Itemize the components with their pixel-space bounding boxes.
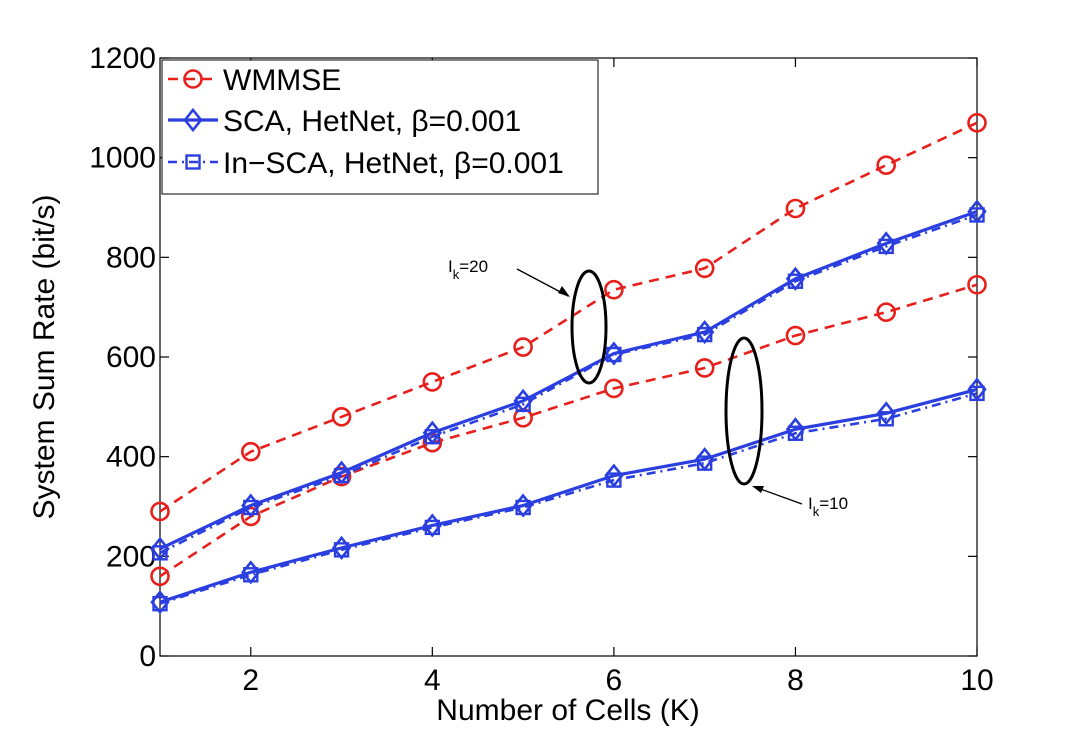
marker-circle (240, 441, 261, 462)
series-line (159, 283, 978, 578)
annotation-arrow-ik10 (754, 486, 803, 505)
marker-diamond (967, 199, 987, 224)
legend-label-in-sca: In−SCA, HetNet, β=0.001 (223, 147, 564, 180)
marker-circle (785, 198, 806, 219)
marker-diamond (183, 107, 203, 133)
marker-circle (876, 302, 897, 322)
series-wmmse-0 (150, 112, 987, 522)
marker-circle (967, 274, 987, 295)
marker-circle (331, 406, 352, 427)
marker-diamond (241, 560, 261, 585)
legend-label-wmmse: WMMSE (223, 64, 341, 97)
y-tick-label: 0 (139, 640, 156, 673)
marker-diamond (422, 513, 442, 538)
series-line (159, 392, 978, 605)
series-sca-4 (150, 377, 987, 615)
annotation-label-ik10: Ik=10 (808, 494, 848, 519)
marker-circle (967, 112, 987, 133)
y-tick-label: 1200 (89, 42, 156, 75)
legend-label-sca: SCA, HetNet, β=0.001 (223, 105, 521, 138)
marker-diamond (695, 320, 715, 345)
annotation-ik20: Ik=20 (448, 257, 608, 385)
marker-diamond (695, 447, 715, 472)
y-tick-label: 400 (106, 441, 156, 474)
marker-diamond (785, 266, 806, 291)
series-line (159, 209, 978, 551)
marker-circle (150, 566, 170, 587)
marker-circle (694, 358, 715, 378)
marker-circle (876, 155, 897, 175)
x-tick-label: 2 (242, 664, 259, 697)
legend-box (161, 59, 599, 195)
marker-diamond (604, 341, 624, 366)
x-tick-label: 8 (787, 664, 804, 697)
marker-diamond (422, 420, 442, 445)
y-tick-label: 800 (106, 241, 156, 274)
marker-diamond (150, 536, 170, 561)
series-line (159, 213, 978, 555)
annotation-arrowhead-ik20 (558, 286, 570, 297)
annotation-ellipse-ik20 (570, 269, 608, 385)
annotation-arrowhead-ik10 (752, 486, 764, 493)
marker-circle (422, 372, 443, 392)
marker-diamond (967, 377, 987, 402)
x-tick-label: 10 (960, 664, 993, 697)
y-tick-label: 600 (106, 341, 156, 374)
series-line (159, 387, 978, 604)
y-tick-label: 200 (106, 540, 156, 573)
marker-diamond (150, 590, 170, 615)
marker-circle (183, 69, 203, 89)
y-axis-title: System Sum Rate (bit/s) (28, 194, 61, 519)
marker-diamond (331, 535, 352, 560)
marker-diamond (604, 463, 624, 488)
marker-square (185, 154, 201, 170)
marker-diamond (785, 417, 806, 442)
series-sca-1 (150, 199, 987, 561)
legend: WMMSE SCA, HetNet, β=0.001 In−SCA, HetNe… (161, 59, 599, 195)
annotation-ellipse-ik10 (724, 336, 764, 486)
marker-diamond (331, 460, 352, 485)
y-tick-label: 1000 (89, 142, 156, 175)
series-line (159, 121, 978, 513)
marker-diamond (876, 231, 896, 256)
marker-circle (694, 258, 715, 279)
legend-swatch-0 (168, 69, 218, 89)
x-tick-label: 4 (424, 664, 441, 697)
annotation-label-ik20: Ik=20 (448, 257, 488, 282)
marker-diamond (876, 401, 896, 426)
annotation-ik10: Ik=10 (724, 336, 848, 519)
marker-circle (604, 378, 624, 399)
legend-swatch-1 (168, 107, 218, 133)
legend-swatch-2 (168, 154, 218, 170)
legend-swatches (168, 69, 218, 170)
axis-ticks: 0 200 400 600 800 1000 1200 2 4 6 8 10 (89, 42, 993, 697)
marker-diamond (241, 493, 261, 518)
marker-circle (150, 501, 170, 522)
marker-circle (604, 279, 624, 300)
x-axis-title: Number of Cells (K) (436, 694, 699, 727)
marker-circle (785, 325, 806, 346)
series-layer (150, 112, 987, 615)
marker-circle (240, 506, 261, 527)
x-tick-label: 6 (606, 664, 623, 697)
marker-diamond (513, 493, 533, 518)
marker-diamond (513, 388, 533, 413)
marker-circle (513, 337, 533, 357)
